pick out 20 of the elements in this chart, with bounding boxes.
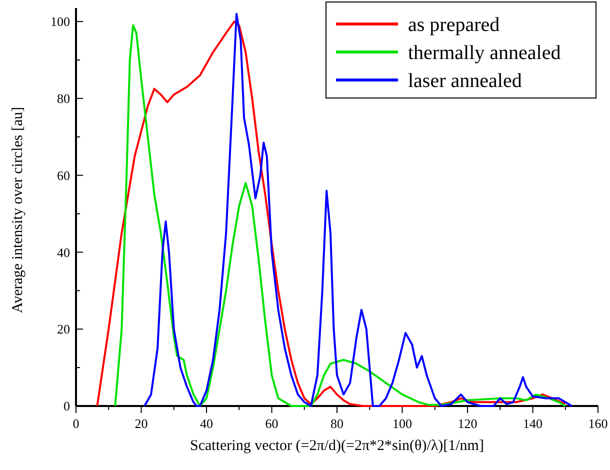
x-tick-label: 140 — [523, 416, 542, 431]
legend-label: as prepared — [408, 14, 500, 36]
y-tick-label: 60 — [57, 168, 70, 183]
y-tick-label: 20 — [57, 322, 70, 337]
legend-label: thermally annealed — [408, 42, 561, 64]
x-tick-label: 100 — [392, 416, 412, 431]
x-tick-label: 0 — [72, 416, 80, 431]
x-axis-title: Scattering vector (=2π/d)(=2π*2*sin(θ)/λ)[1/nm] — [190, 438, 484, 454]
legend-label: laser annealed — [408, 70, 522, 92]
y-tick-label: 80 — [57, 90, 70, 106]
x-tick-label: 20 — [134, 416, 148, 431]
y-axis-title: Average intensity over circles [au] — [10, 106, 26, 314]
x-tick-label: 40 — [200, 416, 213, 431]
x-tick-label: 120 — [458, 416, 478, 431]
x-tick-label: 160 — [588, 416, 608, 431]
y-tick-label: 100 — [50, 14, 70, 30]
y-tick-label: 0 — [64, 398, 70, 414]
x-tick-label: 60 — [265, 416, 278, 431]
y-tick-label: 40 — [57, 244, 70, 260]
x-tick-label: 80 — [330, 416, 344, 431]
